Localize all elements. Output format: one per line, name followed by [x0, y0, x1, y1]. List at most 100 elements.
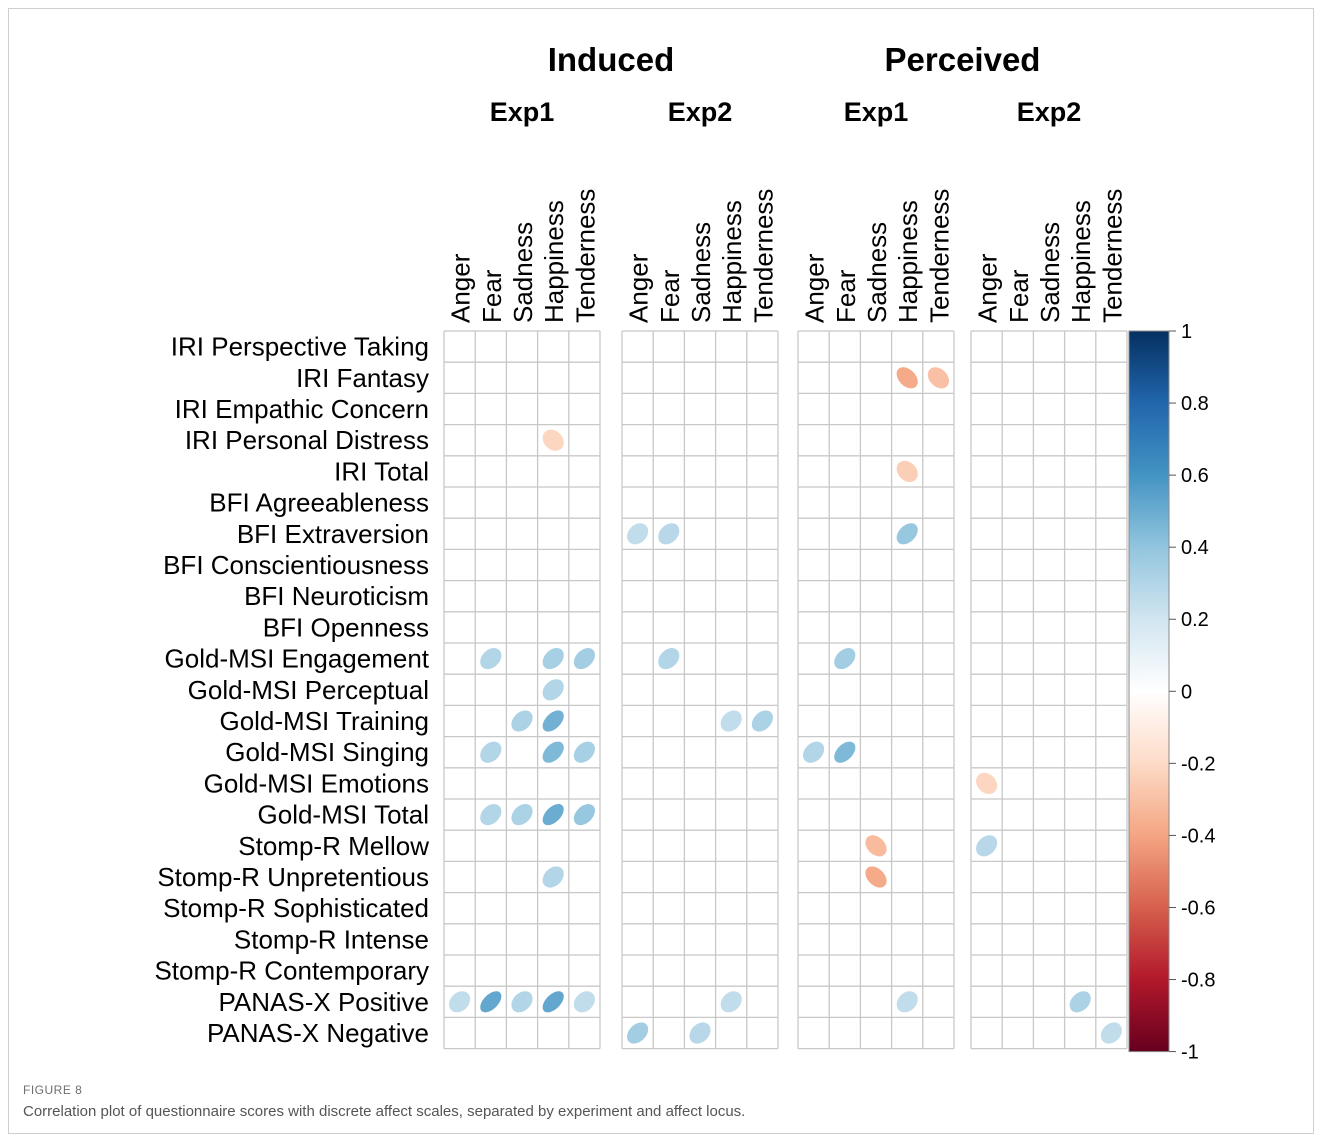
correlation-ellipse-induced-exp1-gold-msi-total-sadness: [511, 804, 533, 826]
colorbar: [1128, 330, 1170, 1053]
row-label-panas-x-positive: PANAS-X Positive: [219, 987, 429, 1017]
column-label-induced-exp1-fear: Fear: [477, 269, 507, 323]
correlation-ellipse-perceived-exp1-gold-msi-singing-fear: [834, 741, 856, 763]
column-label-perceived-exp1-tenderness: Tenderness: [924, 189, 954, 323]
colorbar-tick-label: -0.2: [1181, 753, 1215, 775]
correlation-ellipse-induced-exp1-panas-x-positive-fear: [480, 991, 502, 1013]
column-label-induced-exp2-happiness: Happiness: [717, 200, 747, 323]
row-label-iri-personal-distress: IRI Personal Distress: [185, 425, 429, 455]
correlation-ellipse-perceived-exp1-iri-fantasy-tenderness: [927, 367, 949, 389]
colorbar-tick-label: 0.4: [1181, 537, 1209, 559]
colorbar-tick-label: 1: [1181, 321, 1192, 343]
row-label-gold-msi-training: Gold-MSI Training: [219, 706, 429, 736]
colorbar-tick-label: -1: [1181, 1042, 1199, 1064]
correlation-ellipse-induced-exp2-bfi-extraversion-fear: [658, 523, 680, 545]
correlation-ellipse-induced-exp2-gold-msi-training-happiness: [720, 710, 742, 732]
correlation-ellipse-induced-exp2-panas-x-negative-sadness: [689, 1022, 711, 1044]
row-label-iri-total: IRI Total: [334, 456, 429, 486]
correlation-ellipse-perceived-exp1-iri-fantasy-happiness: [896, 367, 918, 389]
correlation-ellipse-induced-exp1-gold-msi-singing-fear: [480, 741, 502, 763]
correlation-ellipse-perceived-exp2-panas-x-positive-happiness: [1069, 991, 1091, 1013]
correlation-ellipse-perceived-exp1-gold-msi-engagement-fear: [834, 648, 856, 670]
correlation-ellipse-induced-exp2-panas-x-positive-happiness: [720, 991, 742, 1013]
colorbar-tick-label: 0.2: [1181, 609, 1209, 631]
experiment-title-induced-exp2: Exp2: [668, 97, 733, 127]
correlation-ellipse-induced-exp2-panas-x-negative-anger: [627, 1022, 649, 1044]
column-label-perceived-exp2-anger: Anger: [973, 253, 1003, 323]
experiment-title-perceived-exp2: Exp2: [1017, 97, 1082, 127]
correlation-ellipse-perceived-exp1-bfi-extraversion-happiness: [896, 523, 918, 545]
correlation-ellipse-induced-exp1-gold-msi-engagement-happiness: [542, 648, 564, 670]
row-label-panas-x-negative: PANAS-X Negative: [207, 1018, 429, 1048]
row-label-stomp-r-sophisticated: Stomp-R Sophisticated: [163, 893, 429, 923]
row-label-bfi-openness: BFI Openness: [263, 612, 429, 642]
correlation-ellipse-induced-exp1-gold-msi-engagement-fear: [480, 648, 502, 670]
correlation-ellipse-perceived-exp1-panas-x-positive-happiness: [896, 991, 918, 1013]
correlation-ellipse-perceived-exp2-stomp-r-mellow-anger: [976, 835, 998, 857]
experiment-title-perceived-exp1: Exp1: [844, 97, 909, 127]
correlation-ellipse-induced-exp1-gold-msi-perceptual-happiness: [542, 679, 564, 701]
correlation-ellipse-induced-exp1-panas-x-positive-anger: [449, 991, 471, 1013]
correlation-ellipse-induced-exp2-bfi-extraversion-anger: [627, 523, 649, 545]
row-label-iri-perspective-taking: IRI Perspective Taking: [171, 332, 429, 362]
colorbar-tick-label: -0.6: [1181, 897, 1215, 919]
row-label-iri-empathic-concern: IRI Empathic Concern: [175, 394, 429, 424]
colorbar-tick-label: 0: [1181, 681, 1192, 703]
row-label-stomp-r-contemporary: Stomp-R Contemporary: [154, 956, 429, 986]
column-label-induced-exp2-anger: Anger: [624, 253, 654, 323]
correlation-ellipse-induced-exp1-gold-msi-total-fear: [480, 804, 502, 826]
colorbar-tick-label: -0.8: [1181, 970, 1215, 992]
row-label-bfi-extraversion: BFI Extraversion: [237, 519, 429, 549]
row-label-bfi-agreeableness: BFI Agreeableness: [209, 488, 429, 518]
column-label-induced-exp1-anger: Anger: [446, 253, 476, 323]
figure-frame: Induced Perceived Exp1 Exp2 Exp1 Exp2 Anger Fea…: [8, 8, 1314, 1134]
column-label-induced-exp2-sadness: Sadness: [686, 222, 716, 323]
column-label-perceived-exp2-sadness: Sadness: [1035, 222, 1065, 323]
row-label-gold-msi-perceptual: Gold-MSI Perceptual: [188, 675, 429, 705]
correlation-ellipse-induced-exp1-gold-msi-training-sadness: [511, 710, 533, 732]
column-label-perceived-exp1-happiness: Happiness: [893, 200, 923, 323]
column-label-induced-exp2-fear: Fear: [655, 269, 685, 323]
group-title-perceived: Perceived: [885, 41, 1041, 78]
column-label-perceived-exp1-fear: Fear: [831, 269, 861, 323]
colorbar-tick-label: 0.6: [1181, 465, 1209, 487]
correlation-ellipse-induced-exp2-gold-msi-engagement-fear: [658, 648, 680, 670]
row-label-gold-msi-engagement: Gold-MSI Engagement: [165, 644, 430, 674]
correlation-ellipse-perceived-exp2-gold-msi-emotions-anger: [976, 772, 998, 794]
row-label-stomp-r-intense: Stomp-R Intense: [234, 924, 429, 954]
figure-caption: Correlation plot of questionnaire scores…: [23, 1103, 746, 1120]
correlation-ellipse-perceived-exp1-stomp-r-mellow-sadness: [865, 835, 887, 857]
row-label-gold-msi-singing: Gold-MSI Singing: [225, 737, 429, 767]
colorbar-tick-label: 0.8: [1181, 393, 1209, 415]
correlation-ellipse-induced-exp1-gold-msi-total-happiness: [542, 804, 564, 826]
correlation-ellipse-induced-exp1-gold-msi-engagement-tenderness: [573, 648, 595, 670]
colorbar-tick-label: -0.4: [1181, 825, 1215, 847]
correlation-ellipse-perceived-exp1-iri-total-happiness: [896, 460, 918, 482]
column-label-induced-exp2-tenderness: Tenderness: [748, 189, 778, 323]
correlation-ellipse-induced-exp1-panas-x-positive-sadness: [511, 991, 533, 1013]
correlation-ellipse-induced-exp1-gold-msi-total-tenderness: [573, 804, 595, 826]
correlation-ellipse-perceived-exp1-gold-msi-singing-anger: [803, 741, 825, 763]
correlation-ellipse-induced-exp1-stomp-r-unpretentious-happiness: [542, 866, 564, 888]
column-label-perceived-exp1-anger: Anger: [800, 253, 830, 323]
row-label-stomp-r-unpretentious: Stomp-R Unpretentious: [157, 862, 429, 892]
column-label-perceived-exp2-fear: Fear: [1004, 269, 1034, 323]
column-label-induced-exp1-happiness: Happiness: [539, 200, 569, 323]
row-label-bfi-neuroticism: BFI Neuroticism: [244, 581, 429, 611]
row-label-iri-fantasy: IRI Fantasy: [296, 363, 429, 393]
row-label-bfi-conscientiousness: BFI Conscientiousness: [163, 550, 429, 580]
correlation-ellipse-induced-exp2-gold-msi-training-tenderness: [751, 710, 773, 732]
row-label-gold-msi-emotions: Gold-MSI Emotions: [204, 768, 429, 798]
column-label-perceived-exp2-tenderness: Tenderness: [1097, 189, 1127, 323]
correlation-ellipse-perceived-exp1-stomp-r-unpretentious-sadness: [865, 866, 887, 888]
correlation-ellipse-perceived-exp2-panas-x-negative-tenderness: [1100, 1022, 1122, 1044]
correlation-ellipse-induced-exp1-panas-x-positive-tenderness: [573, 991, 595, 1013]
row-label-stomp-r-mellow: Stomp-R Mellow: [238, 831, 429, 861]
figure-label: FIGURE 8: [23, 1083, 83, 1097]
column-label-induced-exp1-tenderness: Tenderness: [570, 189, 600, 323]
experiment-title-induced-exp1: Exp1: [490, 97, 555, 127]
correlation-ellipse-induced-exp1-gold-msi-training-happiness: [542, 710, 564, 732]
correlation-ellipse-induced-exp1-iri-personal-distress-happiness: [542, 429, 564, 451]
row-label-gold-msi-total: Gold-MSI Total: [258, 800, 429, 830]
